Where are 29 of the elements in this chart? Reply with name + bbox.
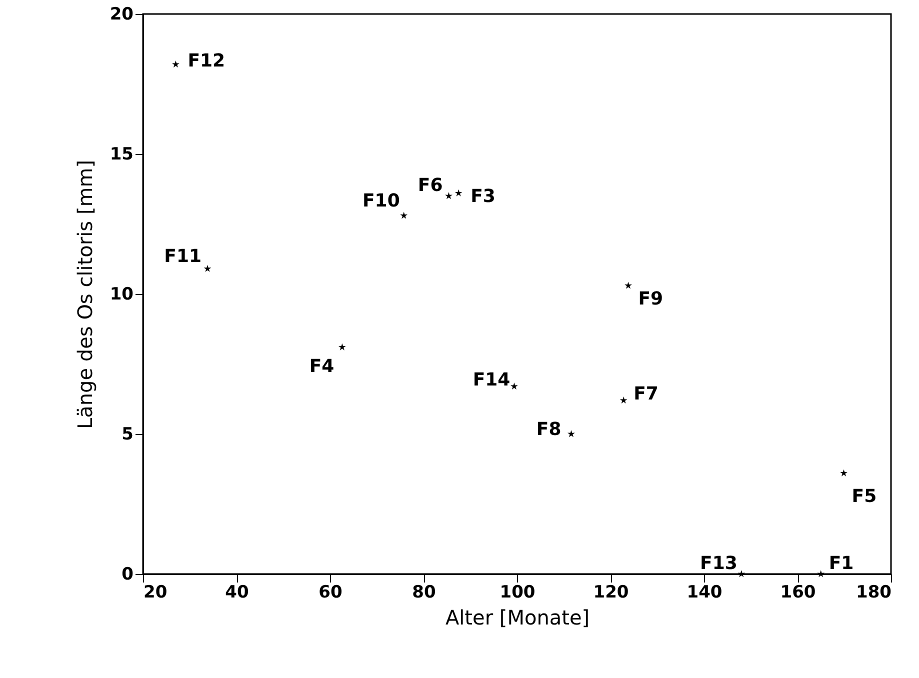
x-axis-title: Alter [Monate] bbox=[445, 606, 590, 630]
x-tick-label: 120 bbox=[593, 582, 629, 602]
annotation: F11 bbox=[164, 246, 202, 267]
annotation: F6 bbox=[418, 175, 443, 196]
annotation: F7 bbox=[634, 383, 658, 404]
annotation: F12 bbox=[188, 50, 226, 72]
x-tick-label: 140 bbox=[686, 582, 722, 602]
x-tick-label: 160 bbox=[780, 582, 816, 602]
annotation: F9 bbox=[638, 288, 664, 310]
x-tick-label: 80 bbox=[412, 582, 436, 602]
annotation: F8 bbox=[536, 419, 562, 440]
x-tick-label: 100 bbox=[500, 582, 536, 602]
x-tick-label: 180 bbox=[856, 582, 892, 602]
annotation: F14 bbox=[472, 369, 510, 390]
y-tick-label: 20 bbox=[110, 4, 134, 24]
y-tick-label: 5 bbox=[122, 424, 134, 444]
annotation: F1 bbox=[828, 553, 854, 574]
annotation: F13 bbox=[700, 553, 738, 574]
y-axis-title: Länge des Os clitoris [mm] bbox=[72, 160, 97, 430]
annotation: F10 bbox=[362, 190, 400, 212]
y-tick-label: 0 bbox=[122, 564, 134, 584]
annotation: F4 bbox=[309, 356, 334, 378]
x-tick-label: 20 bbox=[144, 582, 168, 602]
annotation: F5 bbox=[852, 486, 877, 508]
x-tick-label: 60 bbox=[318, 582, 342, 602]
y-tick-label: 15 bbox=[110, 144, 134, 164]
annotation: F3 bbox=[470, 186, 496, 208]
y-tick-label: 10 bbox=[110, 284, 134, 304]
x-tick-label: 40 bbox=[225, 582, 249, 602]
